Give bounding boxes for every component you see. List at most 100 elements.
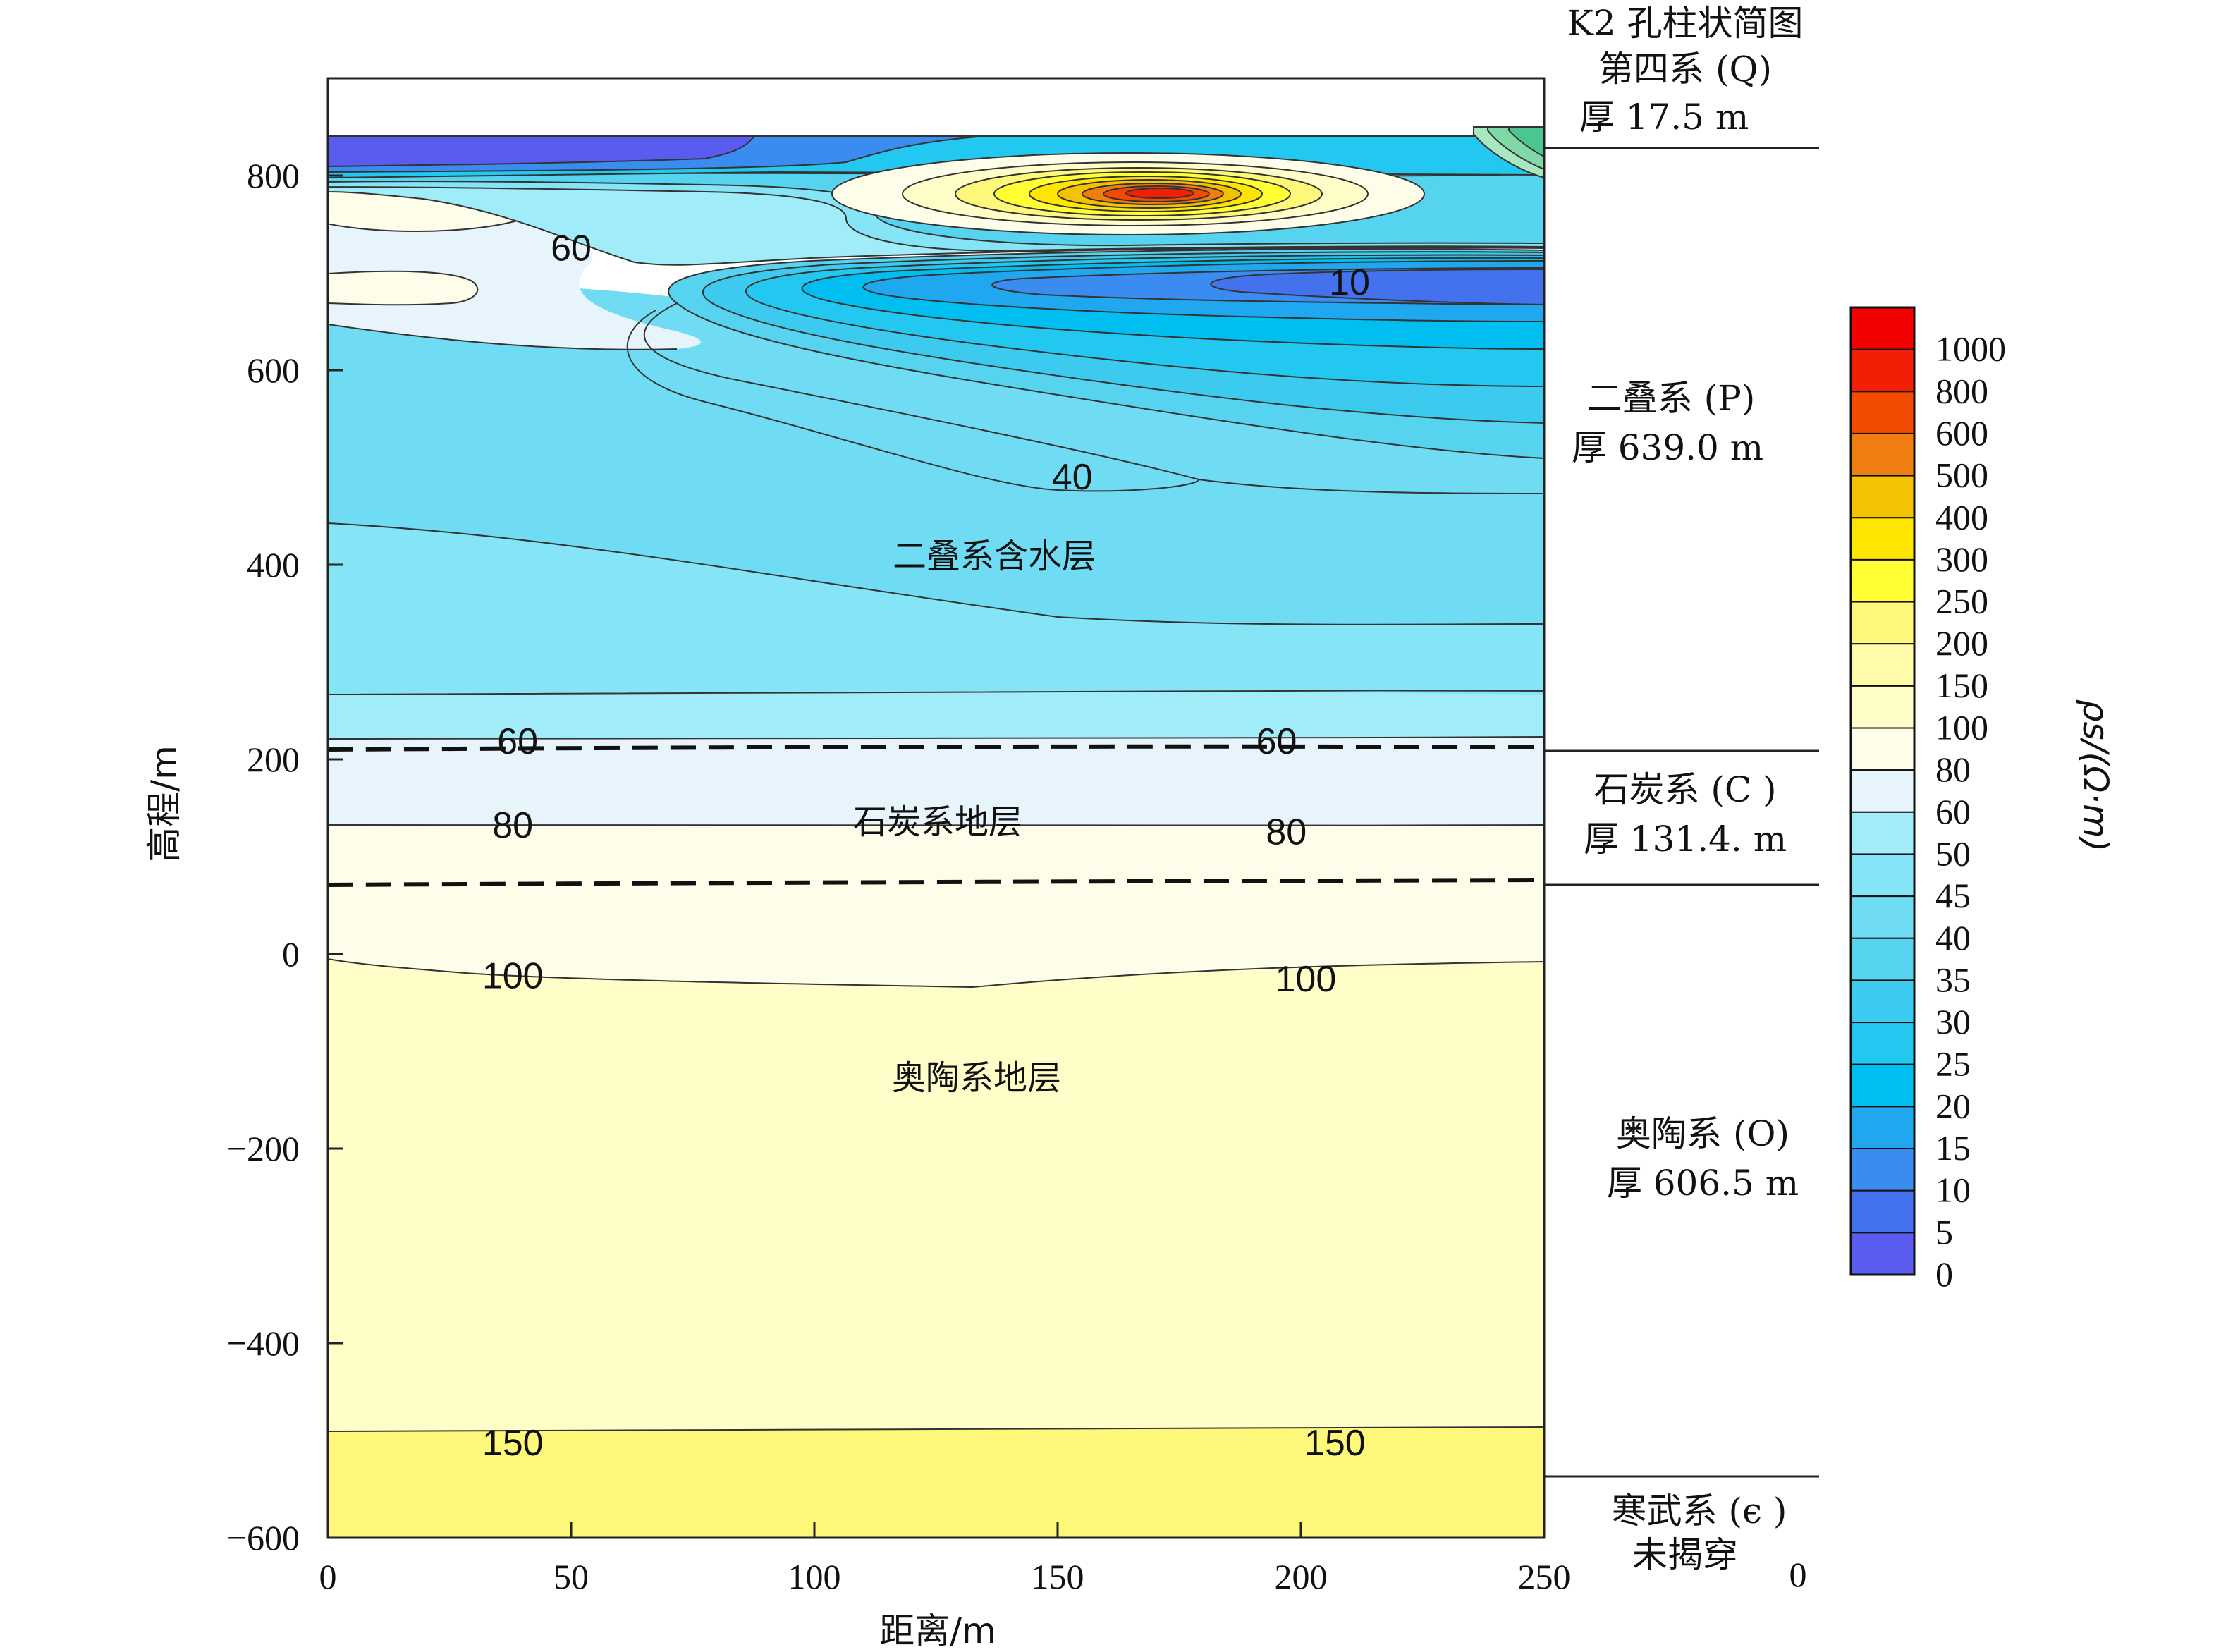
borehole-bottom-label: 0 xyxy=(1789,1555,1807,1594)
borehole-unit-thickness-c: 厚 131.4. m xyxy=(1584,819,1787,859)
y-tick-label: 400 xyxy=(247,545,300,585)
colorbar-swatch xyxy=(1850,1063,1915,1108)
y-tick-label: −400 xyxy=(227,1323,300,1363)
colorbar-tick-label: 15 xyxy=(1935,1128,1971,1168)
colorbar-swatch xyxy=(1850,1232,1915,1275)
contour-label: 80 xyxy=(492,805,533,846)
colorbar-tick-label: 50 xyxy=(1935,833,1971,873)
colorbar-tick-label: 25 xyxy=(1935,1044,1971,1084)
contour-line xyxy=(328,824,1544,826)
plot-frame xyxy=(326,77,1546,1539)
lens-80-100-left xyxy=(328,270,479,306)
contour-label: 150 xyxy=(1304,1423,1366,1464)
colorbar-swatch xyxy=(1850,769,1915,813)
colorbar-swatch xyxy=(1850,979,1915,1024)
colorbar-tick-label: 5 xyxy=(1935,1212,1953,1252)
colorbar-tick-label: 80 xyxy=(1935,749,1971,789)
colorbar-tick-label: 800 xyxy=(1935,371,1988,410)
x-tick-label: 250 xyxy=(1518,1557,1571,1596)
band-5-10 xyxy=(1210,268,1544,306)
contour-label: 100 xyxy=(1275,959,1337,1000)
contour-line xyxy=(328,958,1544,989)
borehole-title: K2 孔柱状简图 xyxy=(1567,3,1803,44)
band-60-80 xyxy=(328,734,1544,826)
colorbar-swatch xyxy=(1850,853,1915,898)
borehole-unit-thickness-q: 厚 17.5 m xyxy=(1579,97,1749,137)
colorbar-swatch xyxy=(1850,1106,1915,1150)
colorbar-swatch xyxy=(1850,895,1915,939)
colorbar-tick-label: 45 xyxy=(1935,876,1971,915)
y-tick-label: 200 xyxy=(247,740,300,779)
colorbar-tick-label: 500 xyxy=(1935,455,1988,495)
colorbar-tick-label: 250 xyxy=(1935,582,1988,621)
borehole-column: K2 孔柱状简图 第四系 (Q) 厚 17.5 m 二叠系 (P) 厚 639.… xyxy=(1544,3,1819,1594)
contour-line xyxy=(643,302,1544,494)
colorbar-swatch xyxy=(1850,558,1915,603)
x-tick-label: 100 xyxy=(788,1557,841,1596)
colorbar-swatch xyxy=(1850,685,1915,729)
contour-line xyxy=(328,324,678,350)
colorbar-tick-label: 600 xyxy=(1935,413,1988,453)
colorbar-swatch xyxy=(1850,1189,1915,1234)
colorbar-swatch xyxy=(1850,391,1915,434)
y-tick-label: 600 xyxy=(247,350,300,390)
colorbar-swatch xyxy=(1850,432,1915,477)
contour-line xyxy=(328,1426,1544,1432)
colorbar-swatch xyxy=(1850,643,1915,687)
colorbar-swatch xyxy=(1850,1148,1915,1192)
colorbar-tick-label: 40 xyxy=(1935,918,1971,957)
colorbar-swatch xyxy=(1850,727,1915,771)
colorbar-swatch xyxy=(1850,1022,1915,1065)
y-tick-label: −200 xyxy=(227,1129,300,1168)
colorbar-tick-label: 60 xyxy=(1935,792,1971,831)
contour-label: 60 xyxy=(1256,721,1297,762)
borehole-unit-thickness-p: 厚 639.0 m xyxy=(1572,427,1763,468)
band-0-5-surface xyxy=(328,135,757,168)
contour-label: 150 xyxy=(482,1423,544,1464)
colorbar-swatch xyxy=(1850,475,1915,519)
colorbar-tick-label: 0 xyxy=(1935,1254,1953,1294)
y-tick-label: 0 xyxy=(282,934,300,974)
colorbar-tick-label: 100 xyxy=(1935,708,1988,747)
x-axis-label: 距离/m xyxy=(879,1610,996,1651)
borehole-unit-name-o: 奥陶系 (O) xyxy=(1616,1113,1789,1154)
colorbar-tick-label: 30 xyxy=(1935,1002,1971,1041)
band-150-200 xyxy=(328,1427,1544,1538)
colorbar-swatch xyxy=(1850,307,1915,350)
contour-labels: 60 10 40 60 60 80 80 100 100 150 150 xyxy=(482,228,1370,1464)
region-label-ordovician: 奥陶系地层 xyxy=(892,1058,1061,1098)
colorbar-tick-label: 1000 xyxy=(1935,329,2006,369)
colorbar-tick-label: 35 xyxy=(1935,960,1971,999)
x-tick-label: 150 xyxy=(1032,1557,1084,1596)
colorbar-tick-label: 10 xyxy=(1935,1170,1971,1210)
y-tick-label: −600 xyxy=(227,1518,300,1558)
x-axis: 0 50 100 150 200 250 xyxy=(319,1522,1571,1596)
x-tick-label: 50 xyxy=(553,1557,589,1596)
band-45-50 xyxy=(328,523,1544,695)
colorbar-tick-label: 200 xyxy=(1935,623,1988,663)
borehole-unit-name-q: 第四系 (Q) xyxy=(1598,49,1772,90)
contour-line xyxy=(626,310,1199,492)
colorbar: 0510152025303540455060801001502002503004… xyxy=(1849,306,2006,1294)
y-tick-label: 800 xyxy=(247,156,300,195)
colorbar-tick-label: 20 xyxy=(1935,1086,1971,1125)
colorbar-tick-label: 150 xyxy=(1935,666,1988,705)
contour-label: 100 xyxy=(482,956,544,997)
colorbar-tick-label: 300 xyxy=(1935,539,1988,579)
y-axis: −600 −400 −200 0 200 400 600 800 xyxy=(227,156,343,1558)
colorbar-label: ρs/(Ω·m) xyxy=(2075,699,2116,852)
anomaly-high-center-800 xyxy=(1125,188,1194,199)
contour-label: 40 xyxy=(1052,457,1093,498)
colorbar-swatch xyxy=(1850,811,1915,855)
contour-label: 10 xyxy=(1329,262,1370,303)
band-80-100 xyxy=(328,819,1544,987)
contour-label: 80 xyxy=(1266,812,1307,853)
region-label-carboniferous: 石炭系地层 xyxy=(853,802,1022,842)
band-50-60 xyxy=(328,690,1544,739)
x-tick-label: 200 xyxy=(1275,1557,1328,1596)
boundary-permian-carboniferous xyxy=(328,744,1544,752)
contour-label: 60 xyxy=(497,721,538,762)
region-label-permian-aquifer: 二叠系含水层 xyxy=(893,537,1096,576)
colorbar-swatch xyxy=(1850,601,1915,645)
